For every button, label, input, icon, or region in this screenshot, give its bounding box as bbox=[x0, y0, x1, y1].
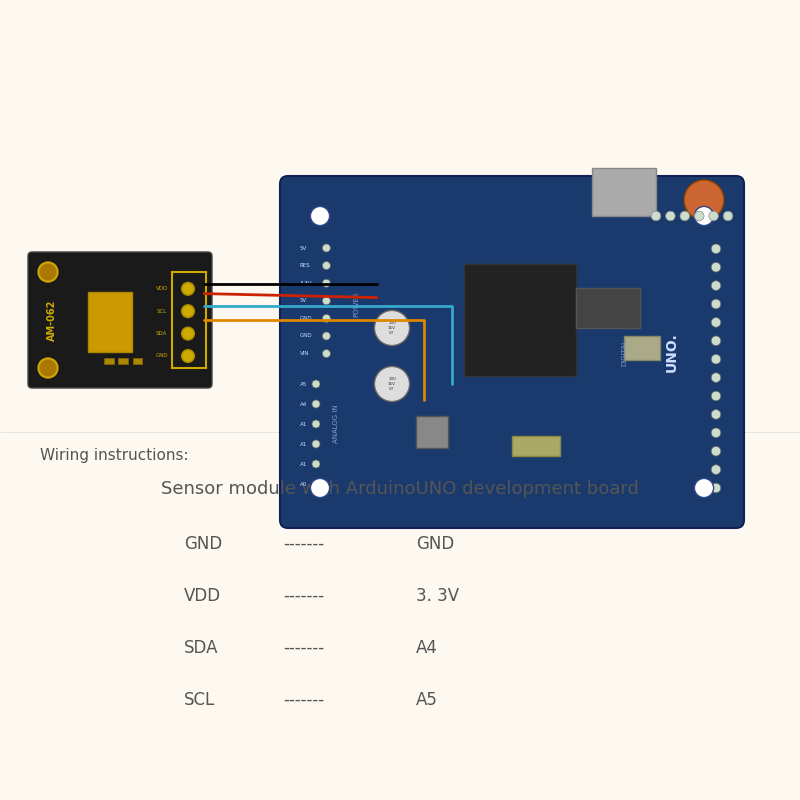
FancyBboxPatch shape bbox=[28, 252, 212, 388]
Text: ANALOG IN: ANALOG IN bbox=[333, 405, 339, 443]
Circle shape bbox=[711, 410, 721, 419]
Circle shape bbox=[38, 262, 58, 282]
Bar bbox=[576, 288, 640, 328]
Circle shape bbox=[711, 465, 721, 474]
Text: -------: ------- bbox=[283, 691, 325, 709]
Circle shape bbox=[711, 281, 721, 290]
Bar bbox=[416, 416, 448, 448]
Text: GND: GND bbox=[155, 354, 168, 358]
Bar bbox=[592, 168, 656, 216]
Circle shape bbox=[322, 314, 330, 322]
Circle shape bbox=[322, 244, 330, 252]
Circle shape bbox=[322, 332, 330, 340]
Circle shape bbox=[374, 310, 410, 346]
Text: -------: ------- bbox=[283, 639, 325, 657]
Circle shape bbox=[312, 400, 320, 408]
Circle shape bbox=[38, 358, 58, 378]
Bar bbox=[172, 272, 206, 368]
Text: A5: A5 bbox=[300, 382, 307, 386]
Text: 100
16V
VT: 100 16V VT bbox=[388, 322, 396, 334]
Text: DIGITAL: DIGITAL bbox=[621, 338, 627, 366]
Bar bbox=[104, 358, 114, 364]
Circle shape bbox=[312, 440, 320, 448]
Text: A4: A4 bbox=[300, 402, 307, 406]
Circle shape bbox=[684, 180, 724, 220]
Circle shape bbox=[312, 420, 320, 428]
Text: -------: ------- bbox=[283, 587, 325, 605]
Circle shape bbox=[711, 446, 721, 456]
Text: SDA: SDA bbox=[156, 331, 167, 336]
Circle shape bbox=[711, 428, 721, 438]
Text: A1: A1 bbox=[300, 442, 307, 446]
Circle shape bbox=[711, 391, 721, 401]
Circle shape bbox=[711, 373, 721, 382]
Bar bbox=[118, 358, 128, 364]
Circle shape bbox=[322, 297, 330, 305]
Text: 5V: 5V bbox=[300, 246, 307, 250]
FancyBboxPatch shape bbox=[280, 176, 744, 528]
Text: SCL: SCL bbox=[184, 691, 215, 709]
Text: A1: A1 bbox=[300, 422, 307, 426]
Bar bbox=[464, 264, 576, 376]
Circle shape bbox=[711, 244, 721, 254]
Text: POWER: POWER bbox=[353, 291, 359, 317]
Text: SCL: SCL bbox=[157, 309, 166, 314]
Text: 3.3V: 3.3V bbox=[300, 281, 313, 286]
Text: SDA: SDA bbox=[184, 639, 218, 657]
Text: AM-062: AM-062 bbox=[47, 299, 57, 341]
Circle shape bbox=[322, 279, 330, 287]
Circle shape bbox=[651, 211, 661, 221]
Circle shape bbox=[312, 380, 320, 388]
Circle shape bbox=[711, 336, 721, 346]
Circle shape bbox=[711, 262, 721, 272]
Circle shape bbox=[680, 211, 690, 221]
Circle shape bbox=[374, 366, 410, 402]
Circle shape bbox=[666, 211, 675, 221]
Text: UNO.: UNO. bbox=[665, 332, 679, 372]
Circle shape bbox=[312, 480, 320, 488]
Text: VDD: VDD bbox=[184, 587, 221, 605]
Circle shape bbox=[711, 354, 721, 364]
Circle shape bbox=[711, 483, 721, 493]
Circle shape bbox=[694, 211, 704, 221]
Circle shape bbox=[709, 211, 718, 221]
Circle shape bbox=[322, 262, 330, 270]
Text: VDD: VDD bbox=[155, 286, 168, 291]
Circle shape bbox=[182, 282, 194, 295]
Text: Sensor module with ArduinoUNO development board: Sensor module with ArduinoUNO developmen… bbox=[161, 480, 639, 498]
Circle shape bbox=[312, 460, 320, 468]
Circle shape bbox=[182, 350, 194, 362]
Text: A4: A4 bbox=[416, 639, 438, 657]
Circle shape bbox=[310, 478, 330, 498]
Circle shape bbox=[182, 327, 194, 340]
Bar bbox=[133, 358, 142, 364]
Text: A1: A1 bbox=[300, 462, 307, 466]
Bar bbox=[512, 436, 560, 456]
Circle shape bbox=[310, 206, 330, 226]
Text: Wiring instructions:: Wiring instructions: bbox=[40, 448, 189, 463]
Text: GND: GND bbox=[300, 334, 313, 338]
Text: 5V: 5V bbox=[300, 298, 307, 303]
Circle shape bbox=[322, 350, 330, 358]
Text: GND: GND bbox=[184, 535, 222, 553]
Text: 100
16V
VT: 100 16V VT bbox=[388, 378, 396, 390]
Circle shape bbox=[723, 211, 733, 221]
Circle shape bbox=[711, 299, 721, 309]
Text: RES: RES bbox=[300, 263, 310, 268]
Text: -------: ------- bbox=[283, 535, 325, 553]
Text: VIN: VIN bbox=[300, 351, 310, 356]
Text: GND: GND bbox=[416, 535, 454, 553]
Text: 3. 3V: 3. 3V bbox=[416, 587, 459, 605]
Bar bbox=[624, 336, 660, 360]
Bar bbox=[88, 292, 132, 352]
Text: GND: GND bbox=[300, 316, 313, 321]
Circle shape bbox=[711, 318, 721, 327]
Circle shape bbox=[182, 305, 194, 318]
Circle shape bbox=[694, 478, 714, 498]
Circle shape bbox=[694, 206, 714, 226]
Text: A5: A5 bbox=[416, 691, 438, 709]
Text: A0: A0 bbox=[300, 482, 307, 486]
